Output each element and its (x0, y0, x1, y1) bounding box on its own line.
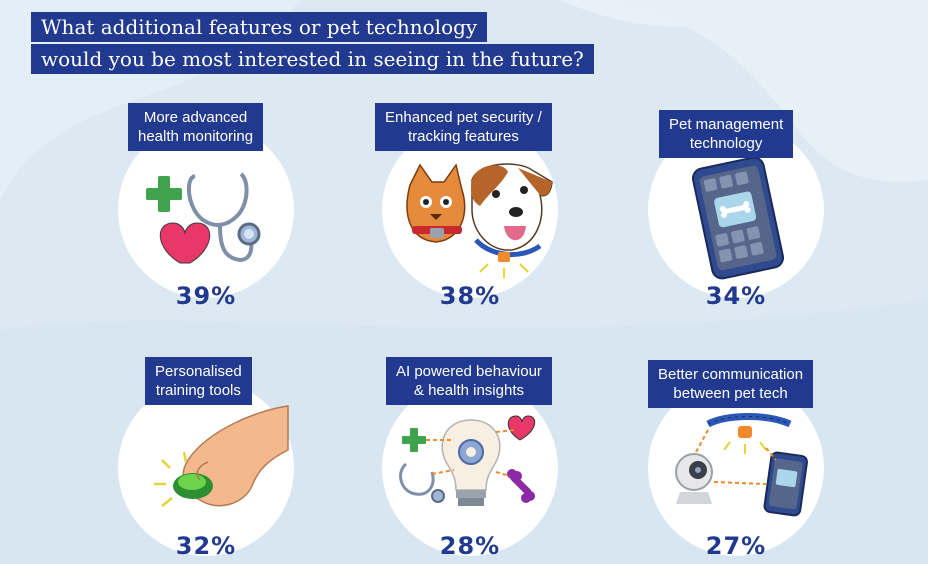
card-label: More advanced health monitoring (128, 103, 264, 151)
card-percent: 32% (175, 532, 237, 560)
card-label-line2: between pet tech (673, 385, 788, 402)
card-label-line1: AI powered behaviour (396, 363, 542, 380)
card-label: AI powered behaviour & health insights (386, 357, 552, 405)
connected-devices-icon (675, 413, 808, 517)
card-label-line2: health monitoring (138, 128, 254, 145)
stethoscope-heart-plus-icon (146, 172, 261, 264)
page-title-line2: would you be most interested in seeing i… (31, 44, 594, 74)
card-circle (118, 122, 294, 298)
card-percent: 27% (705, 532, 767, 560)
smartphone-app-icon (692, 156, 784, 280)
card-label-line2: technology (689, 135, 763, 152)
card-percent: 28% (439, 532, 501, 560)
card-label-line2: training tools (155, 382, 241, 399)
lightbulb-gear-icon (399, 415, 536, 506)
card-label-line1: Enhanced pet security / (385, 109, 542, 126)
card-label: Enhanced pet security / tracking feature… (375, 103, 552, 151)
card-label: Personalised training tools (145, 357, 252, 405)
card-label-line1: Personalised (155, 363, 242, 380)
card-label-line1: More advanced (143, 109, 248, 126)
hand-clicker-icon (154, 405, 289, 507)
cat-dog-collar-icon (406, 163, 553, 278)
card-label-line2: tracking features (407, 128, 519, 145)
card-percent: 38% (439, 282, 501, 310)
card-label-line1: Better communication (658, 366, 804, 383)
page-title-line1: What additional features or pet technolo… (31, 12, 488, 42)
card-label: Better communication between pet tech (648, 360, 814, 408)
card-percent: 34% (705, 282, 767, 310)
card-label: Pet management technology (659, 110, 794, 158)
card-label-line2: & health insights (413, 382, 524, 399)
card-label-line1: Pet management (669, 116, 784, 133)
card-percent: 39% (175, 282, 237, 310)
